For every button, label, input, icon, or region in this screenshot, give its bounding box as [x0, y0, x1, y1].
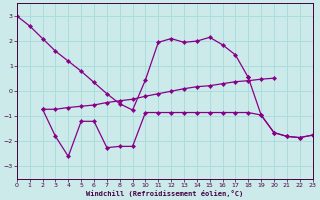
- X-axis label: Windchill (Refroidissement éolien,°C): Windchill (Refroidissement éolien,°C): [86, 190, 243, 197]
